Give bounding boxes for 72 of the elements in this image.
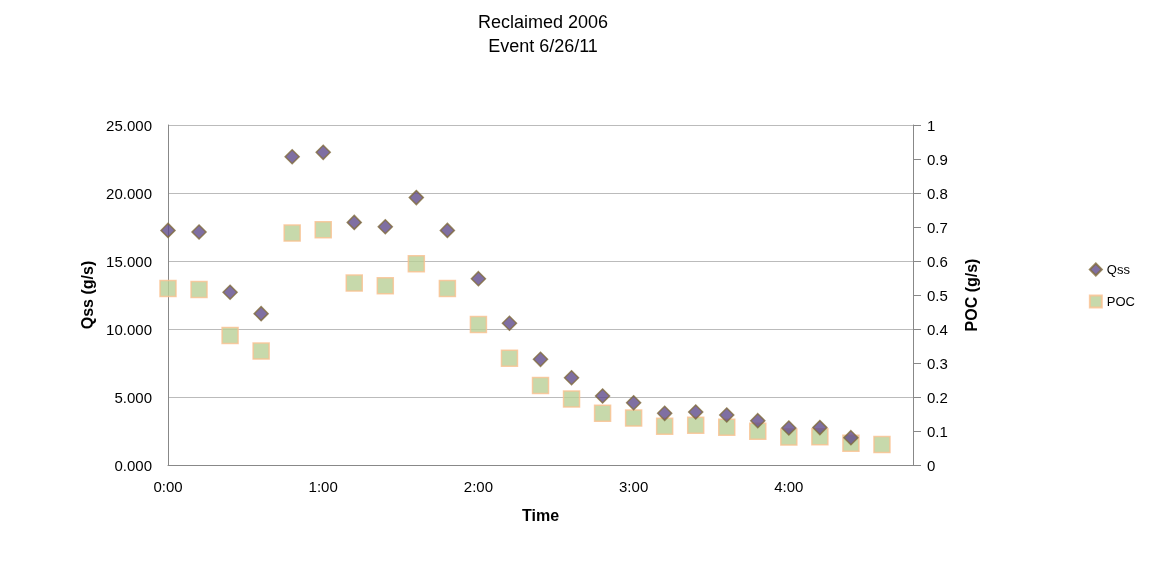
y-tick-label: 5.000 xyxy=(114,388,152,406)
point xyxy=(345,274,363,292)
y-axis-title: Qss (g/s) xyxy=(78,260,96,330)
point xyxy=(407,254,426,273)
y2-tick-label: 0.8 xyxy=(927,184,948,202)
point xyxy=(438,279,457,298)
y2-tick-label: 1 xyxy=(927,116,936,134)
point xyxy=(718,418,736,437)
y2-tick-label: 0 xyxy=(927,456,936,474)
point xyxy=(501,315,518,332)
point xyxy=(624,409,643,427)
point xyxy=(562,390,581,408)
y-tick-label: 0.000 xyxy=(114,456,152,474)
point xyxy=(625,394,642,411)
point xyxy=(500,349,519,367)
point xyxy=(252,342,270,360)
y-tick-label: 25.000 xyxy=(106,116,152,134)
point xyxy=(377,218,394,235)
y2-tick-label: 0.3 xyxy=(927,354,948,372)
point xyxy=(655,417,674,435)
point xyxy=(439,222,456,239)
point xyxy=(191,224,207,240)
y2-tick-label: 0.7 xyxy=(927,218,948,236)
x-tick-label: 3:00 xyxy=(619,478,649,495)
y2-tick-label: 0.1 xyxy=(927,422,948,440)
point xyxy=(190,280,208,299)
point xyxy=(873,435,891,454)
point xyxy=(283,224,301,242)
point xyxy=(812,419,828,436)
y2-tick-label: 0.5 xyxy=(927,286,948,304)
point xyxy=(532,351,549,368)
point xyxy=(284,148,300,165)
point xyxy=(686,416,705,434)
point xyxy=(160,222,176,239)
y2-tick-label: 0.9 xyxy=(927,150,948,168)
point xyxy=(470,270,487,287)
point xyxy=(253,305,269,322)
x-tick-label: 4:00 xyxy=(774,478,804,495)
y-tick-label: 20.000 xyxy=(106,184,152,202)
y2-tick-label: 0.2 xyxy=(927,388,948,406)
point xyxy=(531,376,550,395)
point xyxy=(314,220,332,239)
point xyxy=(750,412,766,429)
point xyxy=(843,429,859,446)
y2-tick-label: 0.4 xyxy=(927,320,948,338)
point xyxy=(563,369,580,386)
y-tick-label: 10.000 xyxy=(106,320,152,338)
point xyxy=(408,189,425,206)
point xyxy=(222,284,238,301)
chart-title: Reclaimed 2006 xyxy=(477,12,609,32)
point xyxy=(315,144,331,161)
y2-tick-label: 0.6 xyxy=(927,252,948,270)
point xyxy=(221,326,239,345)
point xyxy=(593,404,612,423)
point xyxy=(469,315,488,334)
y2-axis-title: POC (g/s) xyxy=(962,258,980,332)
point xyxy=(376,277,395,295)
point xyxy=(719,407,735,423)
point xyxy=(594,388,611,404)
x-tick-label: 2:00 xyxy=(463,478,494,495)
legend-label: Qss xyxy=(1106,262,1131,277)
point xyxy=(656,405,673,422)
point xyxy=(781,420,797,436)
point xyxy=(159,279,177,298)
point xyxy=(346,214,362,231)
legend-label: POC xyxy=(1106,294,1135,309)
x-tick-label: 0:00 xyxy=(153,478,183,495)
chart-subtitle: Event 6/26/11 xyxy=(488,36,598,56)
point xyxy=(687,404,704,420)
x-tick-label: 1:00 xyxy=(308,478,338,495)
y-tick-label: 15.000 xyxy=(106,252,152,270)
x-axis-title: Time xyxy=(521,506,560,524)
